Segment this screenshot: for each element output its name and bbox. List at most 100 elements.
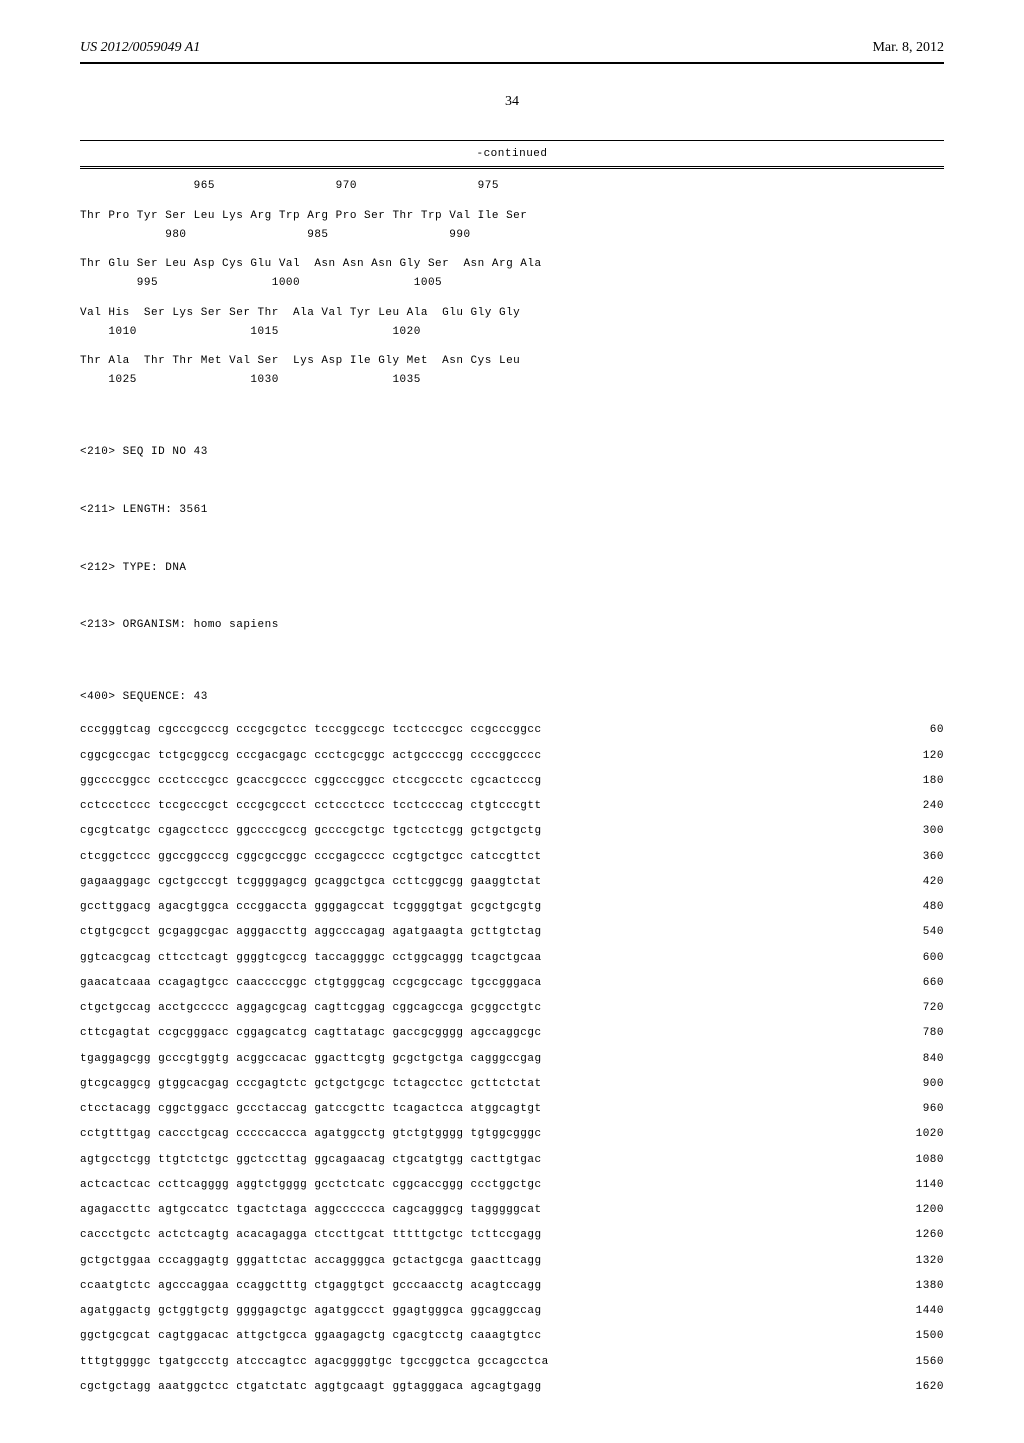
protein-numbers: 1010 1015 1020	[80, 323, 944, 342]
page-container: US 2012/0059049 A1 Mar. 8, 2012 34 -cont…	[0, 0, 1024, 1443]
dna-line: cggcgccgac tctgcggccg cccgacgagc ccctcgc…	[80, 747, 944, 766]
seq-rule-top-outer	[80, 140, 944, 141]
dna-sequence: cgctgctagg aaatggctcc ctgatctatc aggtgca…	[80, 1378, 542, 1397]
dna-position: 360	[903, 848, 944, 867]
dna-line: ggccccggcc ccctcccgcc gcaccgcccc cggcccg…	[80, 772, 944, 791]
dna-line: cctgtttgag caccctgcag cccccaccca agatggc…	[80, 1125, 944, 1144]
dna-sequence: agatggactg gctggtgctg ggggagctgc agatggc…	[80, 1302, 542, 1321]
dna-position: 120	[903, 747, 944, 766]
dna-position: 540	[903, 923, 944, 942]
dna-position: 780	[903, 1024, 944, 1043]
dna-line: ctcctacagg cggctggacc gccctaccag gatccgc…	[80, 1100, 944, 1119]
seq-length-line: <211> LENGTH: 3561	[80, 501, 944, 520]
dna-sequence: ctcctacagg cggctggacc gccctaccag gatccgc…	[80, 1100, 542, 1119]
dna-position: 180	[903, 772, 944, 791]
dna-sequence: ggccccggcc ccctcccgcc gcaccgcccc cggcccg…	[80, 772, 542, 791]
dna-position: 900	[903, 1075, 944, 1094]
dna-position: 1440	[896, 1302, 944, 1321]
dna-line: gccttggacg agacgtggca cccggaccta ggggagc…	[80, 898, 944, 917]
dna-position: 1020	[896, 1125, 944, 1144]
dna-sequence: cctgtttgag caccctgcag cccccaccca agatggc…	[80, 1125, 542, 1144]
dna-line: cgctgctagg aaatggctcc ctgatctatc aggtgca…	[80, 1378, 944, 1397]
dna-line: tgaggagcgg gcccgtggtg acggccacac ggacttc…	[80, 1050, 944, 1069]
dna-position: 60	[910, 721, 944, 740]
dna-position: 840	[903, 1050, 944, 1069]
protein-block: 965 970 975 Thr Pro Tyr Ser Leu Lys Arg …	[80, 177, 944, 390]
dna-position: 1140	[896, 1176, 944, 1195]
dna-line: gtcgcaggcg gtggcacgag cccgagtctc gctgctg…	[80, 1075, 944, 1094]
dna-line: cccgggtcag cgcccgcccg cccgcgctcc tcccggc…	[80, 721, 944, 740]
sequence-label: <400> SEQUENCE: 43	[80, 688, 944, 707]
dna-position: 480	[903, 898, 944, 917]
dna-sequence: gagaaggagc cgctgcccgt tcggggagcg gcaggct…	[80, 873, 542, 892]
dna-sequence: cccgggtcag cgcccgcccg cccgcgctcc tcccggc…	[80, 721, 542, 740]
dna-sequence: cttcgagtat ccgcgggacc cggagcatcg cagttat…	[80, 1024, 542, 1043]
dna-sequence: ctcggctccc ggccggcccg cggcgccggc cccgagc…	[80, 848, 542, 867]
dna-sequence: ggtcacgcag cttcctcagt ggggtcgccg taccagg…	[80, 949, 542, 968]
dna-position: 1620	[896, 1378, 944, 1397]
dna-line: ctgctgccag acctgccccc aggagcgcag cagttcg…	[80, 999, 944, 1018]
dna-position: 660	[903, 974, 944, 993]
dna-position: 1380	[896, 1277, 944, 1296]
header-rule	[80, 62, 944, 64]
protein-residues: Thr Glu Ser Leu Asp Cys Glu Val Asn Asn …	[80, 255, 944, 274]
dna-sequence: ctgtgcgcct gcgaggcgac agggaccttg aggccca…	[80, 923, 542, 942]
dna-position: 1500	[896, 1327, 944, 1346]
publication-number: US 2012/0059049 A1	[80, 40, 200, 56]
seq-organism-line: <213> ORGANISM: homo sapiens	[80, 616, 944, 635]
dna-position: 240	[903, 797, 944, 816]
dna-line: cgcgtcatgc cgagcctccc ggccccgccg gccccgc…	[80, 822, 944, 841]
dna-sequence: tttgtggggc tgatgccctg atcccagtcc agacggg…	[80, 1353, 549, 1372]
seq-id-line: <210> SEQ ID NO 43	[80, 443, 944, 462]
continued-label: -continued	[80, 145, 944, 164]
dna-line: ggctgcgcat cagtggacac attgctgcca ggaagag…	[80, 1327, 944, 1346]
dna-sequence: ccaatgtctc agcccaggaa ccaggctttg ctgaggt…	[80, 1277, 542, 1296]
dna-position: 720	[903, 999, 944, 1018]
dna-line: agtgcctcgg ttgtctctgc ggctccttag ggcagaa…	[80, 1151, 944, 1170]
dna-line: tttgtggggc tgatgccctg atcccagtcc agacggg…	[80, 1353, 944, 1372]
dna-line: ggtcacgcag cttcctcagt ggggtcgccg taccagg…	[80, 949, 944, 968]
sequence-listing: -continued 965 970 975 Thr Pro Tyr Ser L…	[80, 140, 944, 1397]
dna-line: cttcgagtat ccgcgggacc cggagcatcg cagttat…	[80, 1024, 944, 1043]
dna-line: ctgtgcgcct gcgaggcgac agggaccttg aggccca…	[80, 923, 944, 942]
dna-sequence: tgaggagcgg gcccgtggtg acggccacac ggacttc…	[80, 1050, 542, 1069]
dna-sequence: ggctgcgcat cagtggacac attgctgcca ggaagag…	[80, 1327, 542, 1346]
dna-line: ctcggctccc ggccggcccg cggcgccggc cccgagc…	[80, 848, 944, 867]
dna-position: 1080	[896, 1151, 944, 1170]
dna-line: gctgctggaa cccaggagtg gggattctac accaggg…	[80, 1252, 944, 1271]
page-number: 34	[80, 94, 944, 110]
protein-numbers: 995 1000 1005	[80, 274, 944, 293]
dna-line: ccaatgtctc agcccaggaa ccaggctttg ctgaggt…	[80, 1277, 944, 1296]
dna-sequence: caccctgctc actctcagtg acacagagga ctccttg…	[80, 1226, 542, 1245]
dna-sequence: cctccctccc tccgcccgct cccgcgccct cctccct…	[80, 797, 542, 816]
dna-line: caccctgctc actctcagtg acacagagga ctccttg…	[80, 1226, 944, 1245]
dna-sequence: gtcgcaggcg gtggcacgag cccgagtctc gctgctg…	[80, 1075, 542, 1094]
dna-position: 1200	[896, 1201, 944, 1220]
dna-position: 1260	[896, 1226, 944, 1245]
dna-position: 300	[903, 822, 944, 841]
dna-position: 1560	[896, 1353, 944, 1372]
dna-line: cctccctccc tccgcccgct cccgcgccct cctccct…	[80, 797, 944, 816]
protein-numbers: 1025 1030 1035	[80, 371, 944, 390]
dna-sequence: gaacatcaaa ccagagtgcc caaccccggc ctgtggg…	[80, 974, 542, 993]
protein-residues: Thr Ala Thr Thr Met Val Ser Lys Asp Ile …	[80, 352, 944, 371]
dna-sequence: agtgcctcgg ttgtctctgc ggctccttag ggcagaa…	[80, 1151, 542, 1170]
dna-position: 960	[903, 1100, 944, 1119]
seq-rule-top-inner	[80, 166, 944, 169]
protein-numbers: 965 970 975	[80, 177, 944, 196]
protein-numbers: 980 985 990	[80, 226, 944, 245]
publication-date: Mar. 8, 2012	[872, 40, 944, 56]
dna-line: agagaccttc agtgccatcc tgactctaga aggcccc…	[80, 1201, 944, 1220]
protein-residues: Thr Pro Tyr Ser Leu Lys Arg Trp Arg Pro …	[80, 207, 944, 226]
dna-line: agatggactg gctggtgctg ggggagctgc agatggc…	[80, 1302, 944, 1321]
dna-position: 1320	[896, 1252, 944, 1271]
dna-sequence: actcactcac ccttcagggg aggtctgggg gcctctc…	[80, 1176, 542, 1195]
dna-sequence: cgcgtcatgc cgagcctccc ggccccgccg gccccgc…	[80, 822, 542, 841]
dna-sequence: ctgctgccag acctgccccc aggagcgcag cagttcg…	[80, 999, 542, 1018]
page-header: US 2012/0059049 A1 Mar. 8, 2012	[80, 40, 944, 56]
dna-position: 600	[903, 949, 944, 968]
seq-type-line: <212> TYPE: DNA	[80, 559, 944, 578]
dna-line: actcactcac ccttcagggg aggtctgggg gcctctc…	[80, 1176, 944, 1195]
dna-block: cccgggtcag cgcccgcccg cccgcgctcc tcccggc…	[80, 721, 944, 1397]
dna-line: gagaaggagc cgctgcccgt tcggggagcg gcaggct…	[80, 873, 944, 892]
